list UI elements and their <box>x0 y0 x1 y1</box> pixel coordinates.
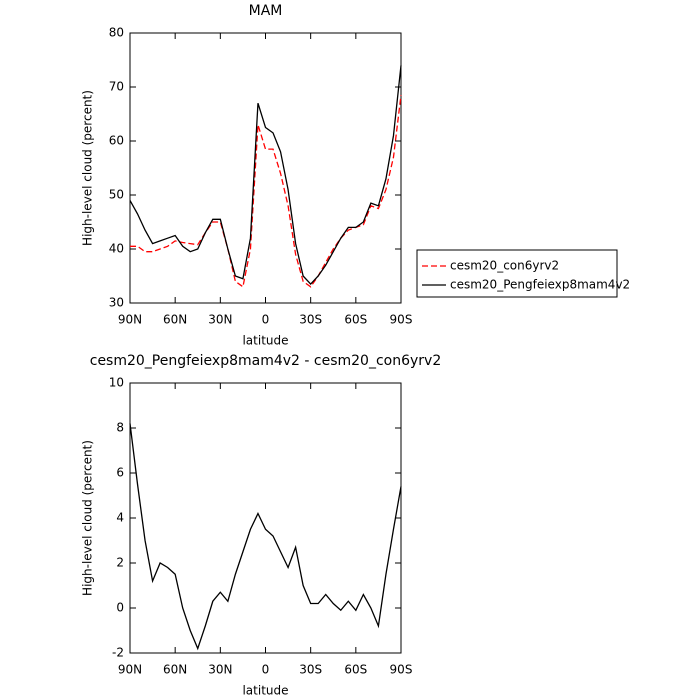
x-tick-label: 30S <box>299 313 322 327</box>
legend-label: cesm20_Pengfeiexp8mam4v2 <box>450 278 630 292</box>
data-line <box>129 423 402 651</box>
y-tick-label: 8 <box>116 421 124 435</box>
y-axis-label: High-level cloud (percent) <box>81 440 95 596</box>
y-tick-label: 30 <box>109 296 124 310</box>
y-tick-label: 0 <box>116 601 124 615</box>
x-tick-label: 0 <box>262 663 270 677</box>
y-axis-label: High-level cloud (percent) <box>81 90 95 246</box>
y-tick-label: 4 <box>116 511 124 525</box>
y-tick-label: 70 <box>109 80 124 94</box>
y-tick-label: 50 <box>109 188 124 202</box>
x-tick-label: 90S <box>390 313 413 327</box>
plot-frame <box>129 32 402 304</box>
y-tick-label: 60 <box>109 134 124 148</box>
x-axis-label: latitude <box>242 684 288 698</box>
x-tick-label: 90S <box>390 663 413 677</box>
x-tick-label: 30N <box>208 313 232 327</box>
legend-label: cesm20_con6yrv2 <box>450 259 559 273</box>
x-tick-label: 30S <box>299 663 322 677</box>
chart-title: cesm20_Pengfeiexp8mam4v2 - cesm20_con6yr… <box>90 353 442 369</box>
data-line <box>130 95 402 288</box>
y-tick-label: 40 <box>109 242 124 256</box>
x-tick-label: 90N <box>118 663 142 677</box>
y-tick-label: 6 <box>116 466 124 480</box>
y-tick-label: -2 <box>112 646 124 660</box>
x-tick-label: 60N <box>163 663 187 677</box>
x-tick-label: 60N <box>163 313 187 327</box>
x-tick-label: 0 <box>262 313 270 327</box>
x-axis-label: latitude <box>242 334 288 348</box>
x-tick-label: 60S <box>344 313 367 327</box>
plot-frame <box>129 382 402 654</box>
x-tick-label: 30N <box>208 663 232 677</box>
data-line <box>129 65 402 286</box>
x-tick-label: 60S <box>344 663 367 677</box>
chart-title: MAM <box>249 3 283 19</box>
y-tick-label: 2 <box>116 556 124 570</box>
legend-box <box>416 249 618 298</box>
y-tick-label: 10 <box>109 376 124 390</box>
y-tick-label: 80 <box>109 26 124 40</box>
x-tick-label: 90N <box>118 313 142 327</box>
